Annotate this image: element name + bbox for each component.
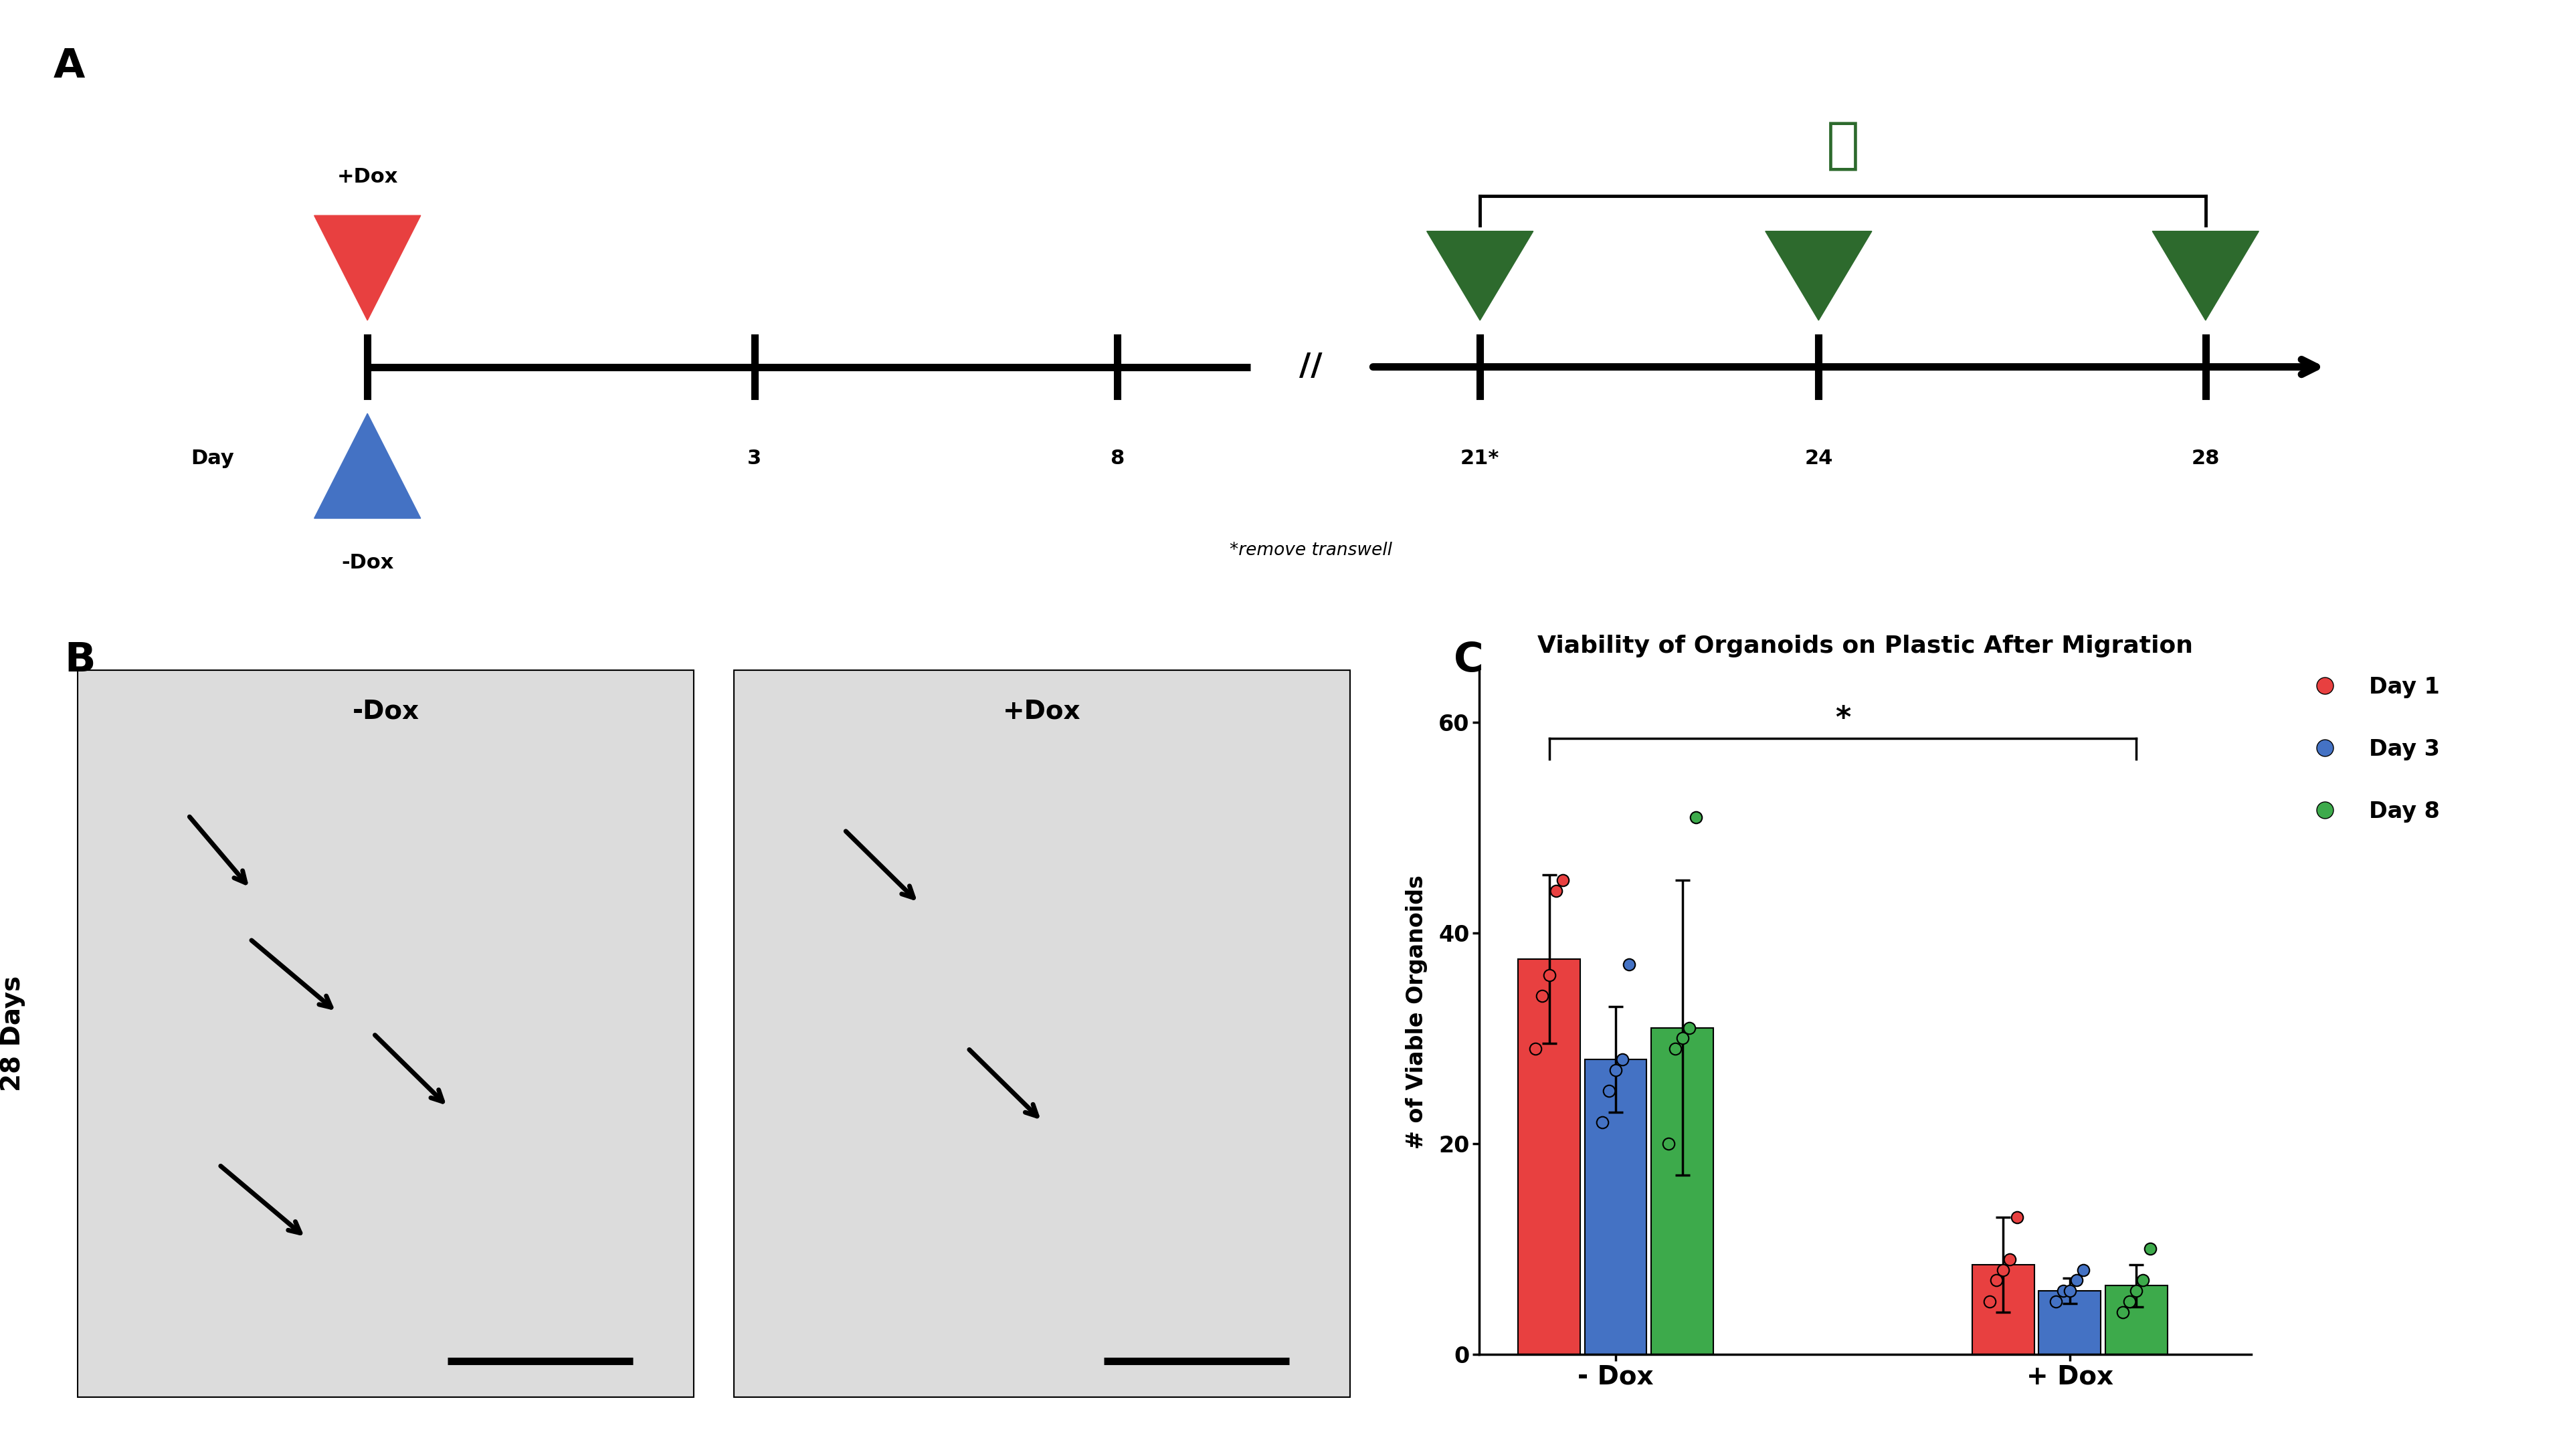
Text: -Dox: -Dox — [353, 699, 419, 724]
Text: B: B — [64, 641, 95, 680]
Point — [1582, 1111, 1624, 1134]
Point — [1976, 1268, 2017, 1291]
Text: 8: 8 — [1109, 448, 1124, 467]
Polygon shape — [1765, 232, 1871, 320]
Point — [1675, 805, 1716, 828]
Point — [2048, 1280, 2089, 1303]
Point — [1521, 984, 1562, 1008]
Polygon shape — [1428, 232, 1534, 320]
Point — [1968, 1290, 2010, 1313]
Point — [2123, 1268, 2164, 1291]
FancyBboxPatch shape — [733, 670, 1351, 1398]
Polygon shape — [2154, 232, 2259, 320]
Text: 24: 24 — [1804, 448, 1832, 467]
Bar — [1585, 1060, 1647, 1354]
Point — [1541, 869, 1582, 893]
Point — [1515, 1037, 1557, 1060]
Bar — [1652, 1028, 1714, 1354]
Point — [1649, 1131, 1690, 1155]
Point — [1603, 1048, 1644, 1072]
Point — [1989, 1248, 2030, 1271]
Point — [2043, 1280, 2084, 1303]
Point — [1588, 1079, 1629, 1102]
Point — [2102, 1300, 2143, 1324]
Text: C: C — [1454, 641, 1485, 680]
Point — [1997, 1206, 2038, 1229]
Point — [1667, 1016, 1708, 1040]
Text: 28: 28 — [2192, 448, 2220, 467]
Bar — [2105, 1286, 2166, 1354]
Bar — [1518, 960, 1580, 1354]
Bar — [2038, 1291, 2100, 1354]
Point — [1654, 1037, 1696, 1060]
Point — [1536, 879, 1577, 903]
Legend: Day 1, Day 3, Day 8: Day 1, Day 3, Day 8 — [2293, 667, 2449, 831]
Text: 21*: 21* — [1461, 448, 1500, 467]
Point — [2130, 1238, 2172, 1261]
Point — [2064, 1258, 2105, 1281]
Text: -Dox: -Dox — [342, 553, 394, 572]
Text: +Dox: +Dox — [1003, 699, 1081, 724]
Point — [1984, 1258, 2025, 1281]
Point — [1528, 964, 1570, 987]
Title: Viability of Organoids on Plastic After Migration: Viability of Organoids on Plastic After … — [1539, 635, 2192, 658]
Point — [1662, 1026, 1703, 1050]
FancyBboxPatch shape — [77, 670, 695, 1398]
Y-axis label: # of Viable Organoids: # of Viable Organoids — [1405, 875, 1428, 1149]
Text: 28 Days: 28 Days — [0, 976, 26, 1092]
Polygon shape — [314, 414, 419, 518]
Text: 0: 0 — [360, 448, 376, 467]
Point — [2035, 1290, 2076, 1313]
Polygon shape — [314, 215, 419, 320]
Text: *: * — [1835, 705, 1850, 732]
Point — [2115, 1280, 2156, 1303]
Text: *remove transwell: *remove transwell — [1230, 542, 1392, 559]
Point — [1608, 952, 1649, 976]
Text: 🔬: 🔬 — [1827, 119, 1860, 173]
Text: Day: Day — [190, 448, 234, 467]
Text: 3: 3 — [746, 448, 762, 467]
Point — [2056, 1268, 2097, 1291]
Point — [2110, 1290, 2151, 1313]
Point — [1595, 1059, 1636, 1082]
Text: A: A — [54, 47, 85, 86]
Bar — [1971, 1265, 2035, 1354]
Text: +Dox: +Dox — [337, 167, 399, 186]
Text: //: // — [1299, 352, 1323, 381]
